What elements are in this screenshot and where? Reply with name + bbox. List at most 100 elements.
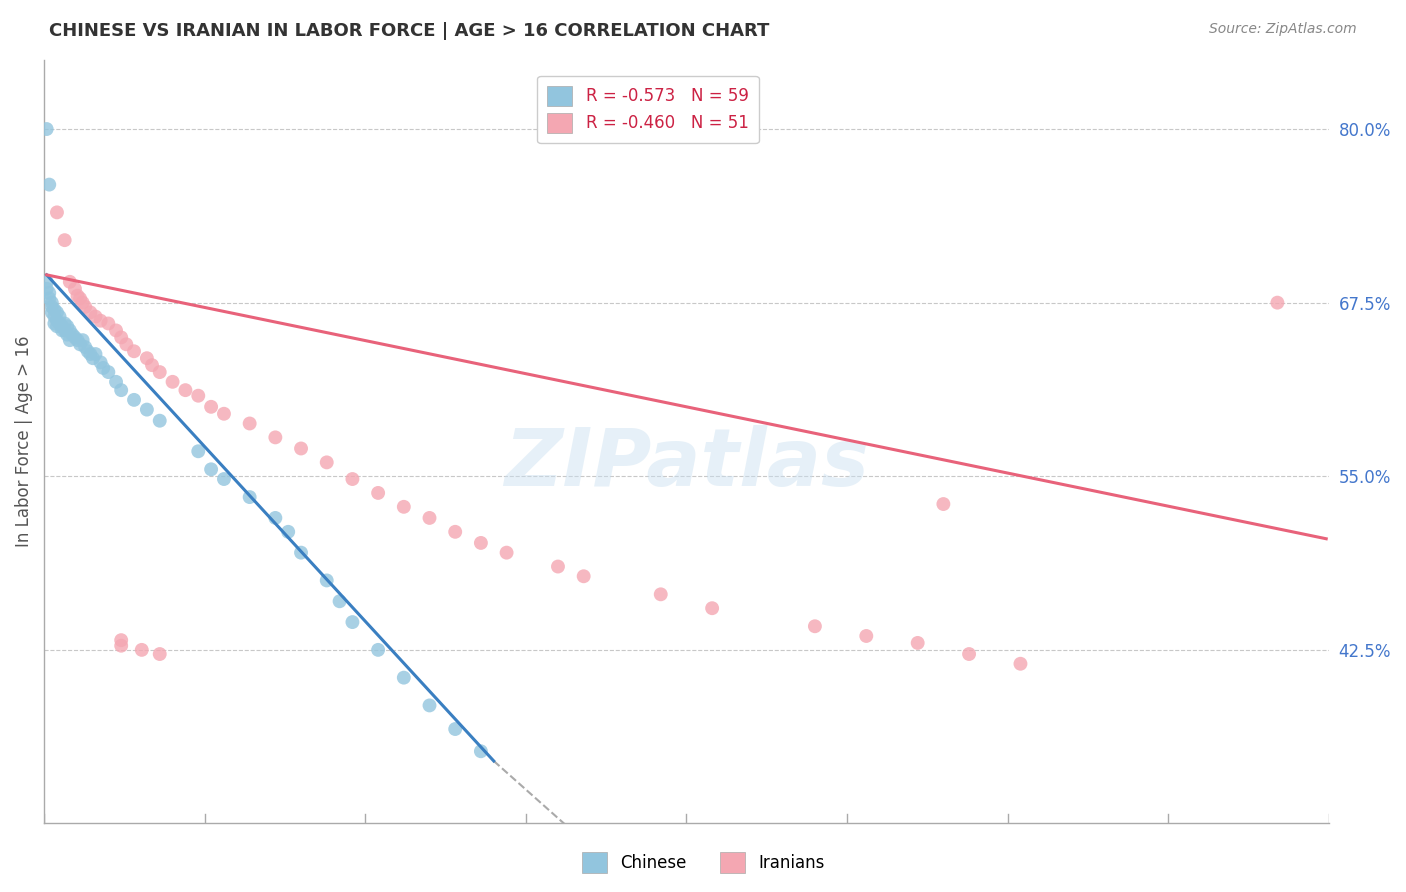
Point bbox=[392, 671, 415, 685]
Point bbox=[75, 340, 97, 354]
Point bbox=[444, 524, 467, 539]
Point bbox=[38, 178, 60, 192]
Point bbox=[105, 323, 128, 337]
Point bbox=[35, 122, 58, 136]
Point bbox=[56, 319, 79, 334]
Point bbox=[91, 360, 114, 375]
Point bbox=[315, 574, 337, 588]
Point bbox=[1267, 295, 1289, 310]
Point bbox=[46, 305, 69, 319]
Point bbox=[79, 305, 101, 319]
Point bbox=[162, 375, 184, 389]
Point bbox=[69, 337, 91, 351]
Point bbox=[90, 355, 112, 369]
Point bbox=[149, 365, 172, 379]
Point bbox=[135, 402, 157, 417]
Point bbox=[97, 365, 120, 379]
Point bbox=[63, 282, 86, 296]
Point bbox=[110, 639, 132, 653]
Point bbox=[59, 275, 82, 289]
Point bbox=[63, 330, 86, 344]
Point bbox=[804, 619, 827, 633]
Point bbox=[60, 327, 83, 342]
Point bbox=[470, 744, 492, 758]
Text: CHINESE VS IRANIAN IN LABOR FORCE | AGE > 16 CORRELATION CHART: CHINESE VS IRANIAN IN LABOR FORCE | AGE … bbox=[49, 22, 769, 40]
Point bbox=[149, 414, 172, 428]
Point bbox=[444, 722, 467, 736]
Point bbox=[44, 302, 66, 317]
Point bbox=[187, 444, 209, 458]
Point bbox=[470, 536, 492, 550]
Point bbox=[41, 305, 63, 319]
Point bbox=[46, 314, 69, 328]
Y-axis label: In Labor Force | Age > 16: In Labor Force | Age > 16 bbox=[15, 335, 32, 548]
Point bbox=[46, 205, 69, 219]
Text: Source: ZipAtlas.com: Source: ZipAtlas.com bbox=[1209, 22, 1357, 37]
Point bbox=[48, 310, 70, 324]
Point bbox=[66, 333, 89, 347]
Point bbox=[35, 275, 58, 289]
Point bbox=[342, 615, 364, 629]
Point bbox=[72, 333, 94, 347]
Point bbox=[53, 233, 76, 247]
Point bbox=[79, 347, 101, 361]
Point bbox=[41, 295, 63, 310]
Point bbox=[239, 490, 262, 504]
Point bbox=[38, 292, 60, 306]
Point bbox=[418, 698, 440, 713]
Point bbox=[149, 647, 172, 661]
Point bbox=[72, 295, 94, 310]
Point bbox=[212, 407, 235, 421]
Point bbox=[46, 319, 69, 334]
Legend: Chinese, Iranians: Chinese, Iranians bbox=[575, 846, 831, 880]
Point bbox=[90, 314, 112, 328]
Point bbox=[35, 282, 58, 296]
Point bbox=[290, 546, 312, 560]
Point bbox=[367, 643, 389, 657]
Point bbox=[48, 317, 70, 331]
Point bbox=[110, 383, 132, 397]
Point bbox=[329, 594, 352, 608]
Point bbox=[650, 587, 672, 601]
Point bbox=[44, 317, 66, 331]
Point bbox=[59, 323, 82, 337]
Legend: R = -0.573   N = 59, R = -0.460   N = 51: R = -0.573 N = 59, R = -0.460 N = 51 bbox=[537, 76, 758, 143]
Point bbox=[38, 285, 60, 300]
Point bbox=[200, 400, 222, 414]
Point bbox=[495, 546, 517, 560]
Point bbox=[97, 317, 120, 331]
Point bbox=[141, 358, 163, 372]
Point bbox=[110, 330, 132, 344]
Text: ZIPatlas: ZIPatlas bbox=[503, 425, 869, 503]
Point bbox=[59, 333, 82, 347]
Point bbox=[122, 392, 145, 407]
Point bbox=[239, 417, 262, 431]
Point bbox=[700, 601, 723, 615]
Point bbox=[44, 310, 66, 324]
Point bbox=[572, 569, 595, 583]
Point bbox=[212, 472, 235, 486]
Point bbox=[51, 323, 73, 337]
Point bbox=[174, 383, 197, 397]
Point bbox=[53, 323, 76, 337]
Point bbox=[56, 327, 79, 342]
Point bbox=[957, 647, 980, 661]
Point bbox=[392, 500, 415, 514]
Point bbox=[135, 351, 157, 366]
Point bbox=[547, 559, 569, 574]
Point bbox=[342, 472, 364, 486]
Point bbox=[51, 319, 73, 334]
Point bbox=[53, 317, 76, 331]
Point bbox=[367, 486, 389, 500]
Point bbox=[82, 351, 104, 366]
Point bbox=[41, 300, 63, 314]
Point bbox=[290, 442, 312, 456]
Point bbox=[277, 524, 299, 539]
Point bbox=[264, 511, 287, 525]
Point bbox=[200, 462, 222, 476]
Point bbox=[1010, 657, 1032, 671]
Point bbox=[84, 347, 107, 361]
Point bbox=[131, 643, 153, 657]
Point bbox=[932, 497, 955, 511]
Point bbox=[418, 511, 440, 525]
